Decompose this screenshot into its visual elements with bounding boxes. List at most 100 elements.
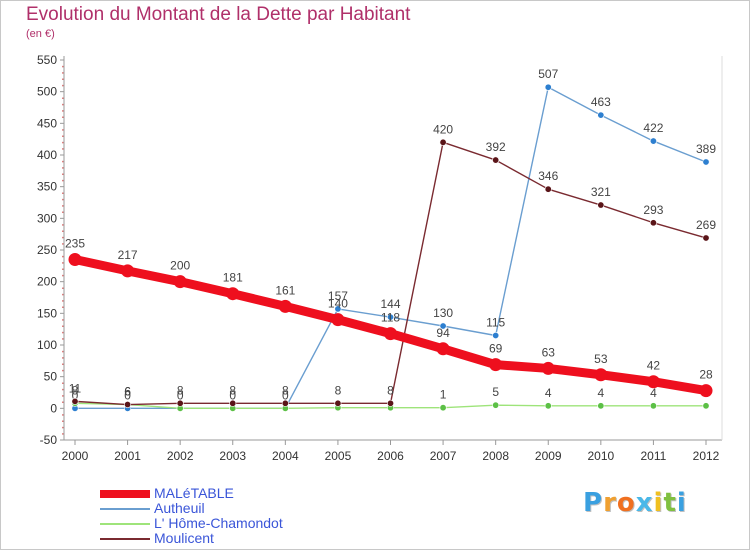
- legend-swatch-maletable: [100, 490, 150, 498]
- data-point: [439, 404, 447, 412]
- data-point: [334, 399, 342, 407]
- y-minor-tick: [62, 357, 64, 359]
- data-point: [439, 138, 447, 146]
- data-label: 8: [335, 383, 342, 397]
- data-point: [71, 397, 79, 405]
- data-point: [649, 219, 657, 227]
- data-label: 0: [229, 388, 236, 402]
- y-minor-tick: [62, 255, 64, 258]
- y-minor-tick: [62, 173, 64, 175]
- y-minor-tick: [62, 274, 64, 277]
- data-label: 11: [69, 381, 82, 395]
- chart-title: Evolution du Montant de la Dette par Hab…: [26, 4, 411, 25]
- data-point: [702, 234, 710, 242]
- y-tick-label: 450: [37, 116, 57, 130]
- x-tick-label: 2009: [535, 449, 562, 463]
- y-minor-tick: [62, 129, 64, 131]
- chart-unit-label: (en €): [26, 28, 55, 40]
- y-minor-tick: [62, 97, 64, 99]
- data-point: [544, 83, 552, 91]
- x-tick-label: 2005: [325, 449, 352, 463]
- data-point: [278, 299, 292, 313]
- y-minor-tick: [62, 192, 64, 194]
- y-minor-tick: [62, 135, 64, 137]
- y-minor-tick: [62, 205, 64, 207]
- data-point: [702, 402, 710, 410]
- y-minor-tick: [62, 230, 64, 232]
- y-minor-tick: [62, 84, 64, 87]
- data-label: 269: [696, 218, 716, 232]
- y-minor-tick: [62, 369, 64, 372]
- data-label: 115: [486, 316, 505, 330]
- x-tick-label: 2010: [587, 449, 614, 463]
- x-tick-label: 2000: [62, 449, 89, 463]
- legend-label-lhome-chamondot: L' Hôme-Chamondot: [154, 515, 283, 531]
- legend-swatch-autheuil: [100, 508, 150, 510]
- data-point: [544, 402, 552, 410]
- data-point: [173, 275, 187, 289]
- y-minor-tick: [62, 224, 64, 226]
- x-tick-label: 2006: [377, 449, 404, 463]
- y-minor-tick: [62, 388, 64, 391]
- data-label: 1: [440, 388, 447, 402]
- y-tick-label: 300: [37, 211, 57, 225]
- data-point: [649, 137, 657, 145]
- data-point: [649, 402, 657, 410]
- x-tick-label: 2012: [693, 449, 720, 463]
- data-label: 392: [486, 140, 506, 154]
- y-minor-tick: [62, 300, 64, 302]
- data-point: [68, 253, 82, 266]
- data-point: [176, 399, 184, 407]
- y-minor-tick: [62, 293, 64, 296]
- data-label: 200: [170, 259, 190, 273]
- data-point: [597, 111, 605, 119]
- data-point: [492, 401, 500, 409]
- series-line: [70, 255, 711, 396]
- y-tick-label: 250: [37, 243, 57, 257]
- x-tick-label: 2003: [219, 449, 246, 463]
- y-minor-tick: [62, 325, 64, 327]
- data-point: [439, 322, 447, 330]
- y-minor-tick: [62, 395, 64, 397]
- y-minor-tick: [62, 306, 64, 308]
- data-label: 0: [177, 388, 184, 402]
- series-line: [74, 141, 707, 406]
- y-minor-tick: [62, 211, 64, 213]
- data-point: [597, 201, 605, 209]
- y-minor-tick: [62, 103, 64, 106]
- data-label: 157: [328, 289, 348, 303]
- data-point: [646, 375, 660, 389]
- legend-label-moulicent: Moulicent: [154, 530, 214, 546]
- data-point: [121, 264, 135, 278]
- data-label: 0: [72, 388, 79, 402]
- data-label: 161: [275, 283, 295, 297]
- y-minor-tick: [62, 65, 64, 68]
- y-minor-tick: [62, 198, 64, 201]
- data-point: [702, 158, 710, 166]
- data-label: 42: [647, 359, 661, 373]
- data-label: 217: [118, 248, 138, 262]
- data-label: 28: [699, 368, 713, 382]
- data-label: 0: [282, 388, 289, 402]
- data-label: 463: [591, 95, 611, 109]
- data-point: [597, 402, 605, 410]
- y-tick-label: 150: [37, 306, 57, 320]
- data-point: [492, 331, 500, 339]
- data-label: 293: [643, 203, 663, 217]
- data-label: 420: [433, 122, 453, 136]
- data-label: 6: [124, 385, 131, 399]
- x-tick-label: 2002: [167, 449, 194, 463]
- y-minor-tick: [62, 350, 64, 353]
- y-tick-label: 350: [37, 180, 57, 194]
- y-minor-tick: [62, 148, 64, 150]
- y-minor-tick: [62, 236, 64, 239]
- data-point: [492, 156, 500, 164]
- y-minor-tick: [62, 331, 64, 334]
- data-label: 53: [594, 352, 608, 366]
- data-label: 4: [545, 386, 552, 400]
- y-tick-label: 200: [37, 275, 57, 289]
- y-tick-label: 100: [37, 338, 57, 352]
